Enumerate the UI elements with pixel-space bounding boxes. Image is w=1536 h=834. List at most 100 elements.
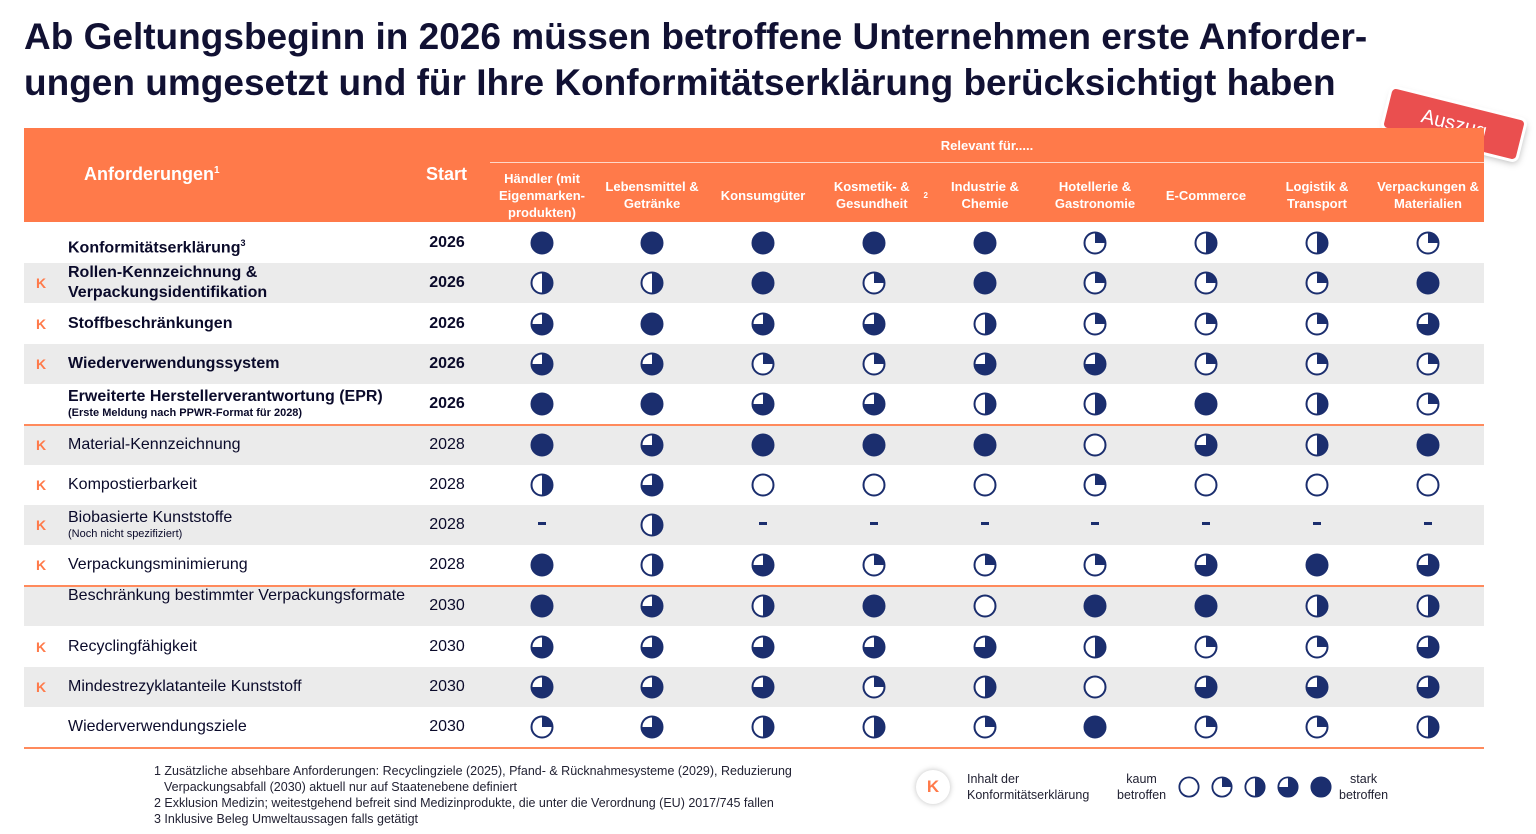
requirement-label: Konformitätserklärung <box>68 239 241 257</box>
column-header-label: E-Commerce <box>1165 187 1247 203</box>
harvey-ball-0-quarters <box>973 473 997 497</box>
column-header: Verpackungen & Materialien <box>1374 168 1482 222</box>
k-marker: K <box>36 639 47 655</box>
harvey-ball-4-quarters <box>751 231 775 255</box>
harvey-ball-1-quarters <box>1194 352 1218 376</box>
requirement-sup: 3 <box>240 238 246 248</box>
harvey-ball-0-quarters <box>1416 473 1440 497</box>
requirement-label: Recyclingfähigkeit <box>68 638 197 655</box>
column-header: Industrie & Chemie <box>931 168 1039 222</box>
harvey-ball-3-quarters <box>1416 675 1440 699</box>
legend-high-line2: betroffen <box>1339 788 1389 802</box>
requirement-note: (Erste Meldung nach PPWR-Format für 2028… <box>68 407 303 419</box>
harvey-ball-2-quarters <box>1083 635 1107 659</box>
page-title: Ab Geltungsbeginn in 2026 müssen betroff… <box>24 14 1444 106</box>
harvey-ball-1-quarters <box>973 553 997 577</box>
harvey-ball-3-quarters <box>751 635 775 659</box>
harvey-ball-4-quarters <box>973 231 997 255</box>
harvey-ball-4-quarters <box>530 433 554 457</box>
title-line-1: Ab Geltungsbeginn in 2026 müssen betroff… <box>24 16 1368 57</box>
requirement-label: Material-Kennzeichnung <box>68 436 241 453</box>
table-row: K Rollen-Kennzeichnung & Verpackungsident… <box>24 263 1484 303</box>
title-line-2: ungen umgesetzt und für Ihre Konformität… <box>24 62 1336 103</box>
table-row: K Material-Kennzeichnung 2028 <box>24 425 1484 465</box>
not-applicable-dash <box>1091 522 1099 525</box>
harvey-ball-1-quarters <box>1305 352 1329 376</box>
harvey-ball-1-quarters <box>1416 231 1440 255</box>
k-marker: K <box>36 477 47 493</box>
column-header-label: Lebensmittel & Getränke <box>605 179 699 211</box>
harvey-ball-1-quarters <box>1416 392 1440 416</box>
requirement-name: Recyclingfähigkeit <box>68 637 428 657</box>
k-marker: K <box>36 316 47 332</box>
harvey-ball-2-quarters <box>1416 715 1440 739</box>
column-header-label: Händler (mit Eigenmarken-produkten) <box>499 171 585 220</box>
harvey-ball-4-quarters <box>862 231 886 255</box>
harvey-ball-2-quarters <box>1305 231 1329 255</box>
requirement-label: Verpackungsminimierung <box>68 556 248 573</box>
harvey-ball-3-quarters <box>1305 675 1329 699</box>
requirement-label: Biobasierte Kunststoffe <box>68 509 233 526</box>
not-applicable-dash <box>870 522 878 525</box>
column-header: Konsumgüter <box>709 168 817 222</box>
harvey-ball-3-quarters <box>640 473 664 497</box>
requirement-name: Kompostierbarkeit <box>68 475 428 495</box>
requirement-label: Kompostierbarkeit <box>68 476 197 493</box>
legend-low-label: kaum betroffen <box>1117 771 1166 803</box>
legend-high-line1: stark <box>1350 772 1378 786</box>
start-year: 2026 <box>429 315 465 332</box>
harvey-ball-3-quarters <box>973 352 997 376</box>
harvey-ball-4-quarters <box>751 433 775 457</box>
harvey-ball-1-quarters <box>862 352 886 376</box>
requirement-label: Wiederverwendungssystem <box>68 355 280 372</box>
start-year: 2026 <box>429 274 465 291</box>
harvey-ball-4-quarters <box>973 433 997 457</box>
legend-k-label-line2: Konformitätserklärung <box>967 788 1090 802</box>
column-header-label: Hotellerie & Gastronomie <box>1054 179 1136 211</box>
harvey-ball-4-quarters <box>1194 392 1218 416</box>
column-header-sup: 2 <box>923 190 928 200</box>
legend-low-line2: betroffen <box>1117 788 1167 802</box>
table-row: K Mindestrezyklatanteile Kunststoff 2030 <box>24 667 1484 707</box>
start-year: 2030 <box>429 678 465 695</box>
legend-low-line1: kaum <box>1126 772 1157 786</box>
legend-k-label-line1: Inhalt der <box>967 772 1020 786</box>
not-applicable-dash <box>759 522 767 525</box>
requirement-name: Wiederverwendungssystem <box>68 354 428 374</box>
start-year: 2026 <box>429 234 465 251</box>
harvey-ball-3-quarters <box>862 312 886 336</box>
start-year: 2028 <box>429 556 465 573</box>
harvey-ball-2-quarters <box>640 513 664 537</box>
harvey-ball-1-quarters <box>530 715 554 739</box>
table-row: K Biobasierte Kunststoffe (Noch nicht spez… <box>24 505 1484 545</box>
table-row: K Stoffbeschränkungen 2026 <box>24 304 1484 344</box>
harvey-ball-1-quarters <box>1305 715 1329 739</box>
legend-ball-4-quarters <box>1310 776 1332 798</box>
harvey-ball-4-quarters <box>1083 715 1107 739</box>
harvey-ball-1-quarters <box>1083 473 1107 497</box>
harvey-ball-3-quarters <box>530 312 554 336</box>
harvey-ball-0-quarters <box>1083 675 1107 699</box>
footnote-2: 2 Exklusion Medizin; weitestgehend befre… <box>154 796 774 810</box>
harvey-ball-4-quarters <box>640 312 664 336</box>
requirement-note: (Noch nicht spezifiziert) <box>68 528 183 540</box>
harvey-ball-2-quarters <box>640 271 664 295</box>
harvey-ball-4-quarters <box>1305 553 1329 577</box>
harvey-ball-4-quarters <box>751 271 775 295</box>
requirement-name: Beschränkung bestimmter Verpackungsforma… <box>68 586 428 606</box>
harvey-ball-4-quarters <box>862 433 886 457</box>
harvey-ball-2-quarters <box>530 473 554 497</box>
group-separator <box>24 747 1484 749</box>
legend-ball-1-quarters <box>1211 776 1233 798</box>
harvey-ball-3-quarters <box>751 553 775 577</box>
not-applicable-dash <box>1313 522 1321 525</box>
harvey-ball-3-quarters <box>1416 312 1440 336</box>
column-header: Logistik & Transport <box>1263 168 1371 222</box>
requirement-label: Wiederverwendungsziele <box>68 718 247 735</box>
requirement-name: Biobasierte Kunststoffe (Noch nicht spezi… <box>68 508 428 541</box>
harvey-ball-3-quarters <box>862 635 886 659</box>
start-year: 2028 <box>429 436 465 453</box>
table-row: K Recyclingfähigkeit 2030 <box>24 627 1484 667</box>
harvey-ball-1-quarters <box>1083 271 1107 295</box>
harvey-ball-2-quarters <box>1305 433 1329 457</box>
